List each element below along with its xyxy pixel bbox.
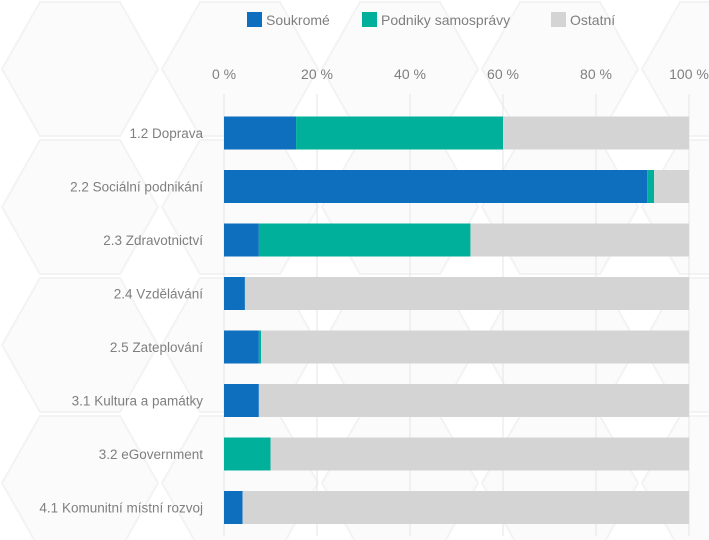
x-tick-label: 20 % [301, 66, 333, 82]
bar-segment [654, 170, 689, 203]
bar-segment [224, 277, 245, 310]
bars [224, 116, 690, 524]
legend-label: Soukromé [266, 12, 330, 28]
bar-segment [258, 384, 689, 417]
bar-segment [224, 170, 648, 203]
legend-label: Ostatní [570, 12, 615, 28]
bar-segment [244, 277, 690, 310]
category-label: 1.2 Doprava [129, 126, 203, 141]
category-label: 2.2 Sociální podnikání [70, 180, 203, 195]
category-label: 2.5 Zateplování [110, 340, 203, 355]
category-labels: 1.2 Doprava 2.2 Sociální podnikání 2.3 Zdr… [39, 126, 203, 516]
bar-segment [224, 491, 243, 524]
x-tick-label: 80 % [580, 66, 612, 82]
bar-segment [261, 330, 689, 364]
bar-segment [224, 116, 297, 150]
bar-segment [296, 116, 503, 150]
legend-swatch [551, 12, 566, 27]
category-label: 4.1 Komunitní místní rozvoj [39, 501, 203, 516]
bar-segment [224, 384, 259, 417]
category-label: 2.4 Vzdělávání [114, 287, 204, 302]
x-tick-label: 100 % [669, 66, 709, 82]
legend: Soukromé Podniky samosprávy Ostatní [247, 12, 615, 28]
bar-segment [242, 491, 689, 524]
bar-segment [258, 223, 471, 257]
category-label: 2.3 Zdravotnictví [103, 233, 203, 248]
bar-segment [470, 223, 689, 257]
x-axis-ticks: 0 % 20 % 40 % 60 % 80 % 100 % [212, 66, 709, 82]
bar-segment [224, 437, 271, 471]
bar-segment [647, 170, 655, 203]
legend-label: Podniky samosprávy [381, 12, 510, 28]
bar-segment [224, 223, 259, 257]
category-label: 3.2 eGovernment [99, 447, 204, 462]
x-tick-label: 60 % [487, 66, 519, 82]
legend-swatch [247, 12, 262, 27]
bar-segment [503, 116, 689, 150]
category-label: 3.1 Kultura a památky [72, 394, 204, 409]
legend-swatch [362, 12, 377, 27]
bar-segment [224, 330, 259, 364]
x-tick-label: 0 % [212, 66, 236, 82]
x-tick-label: 40 % [394, 66, 426, 82]
bar-segment [270, 437, 689, 471]
bar-segment [258, 330, 262, 364]
